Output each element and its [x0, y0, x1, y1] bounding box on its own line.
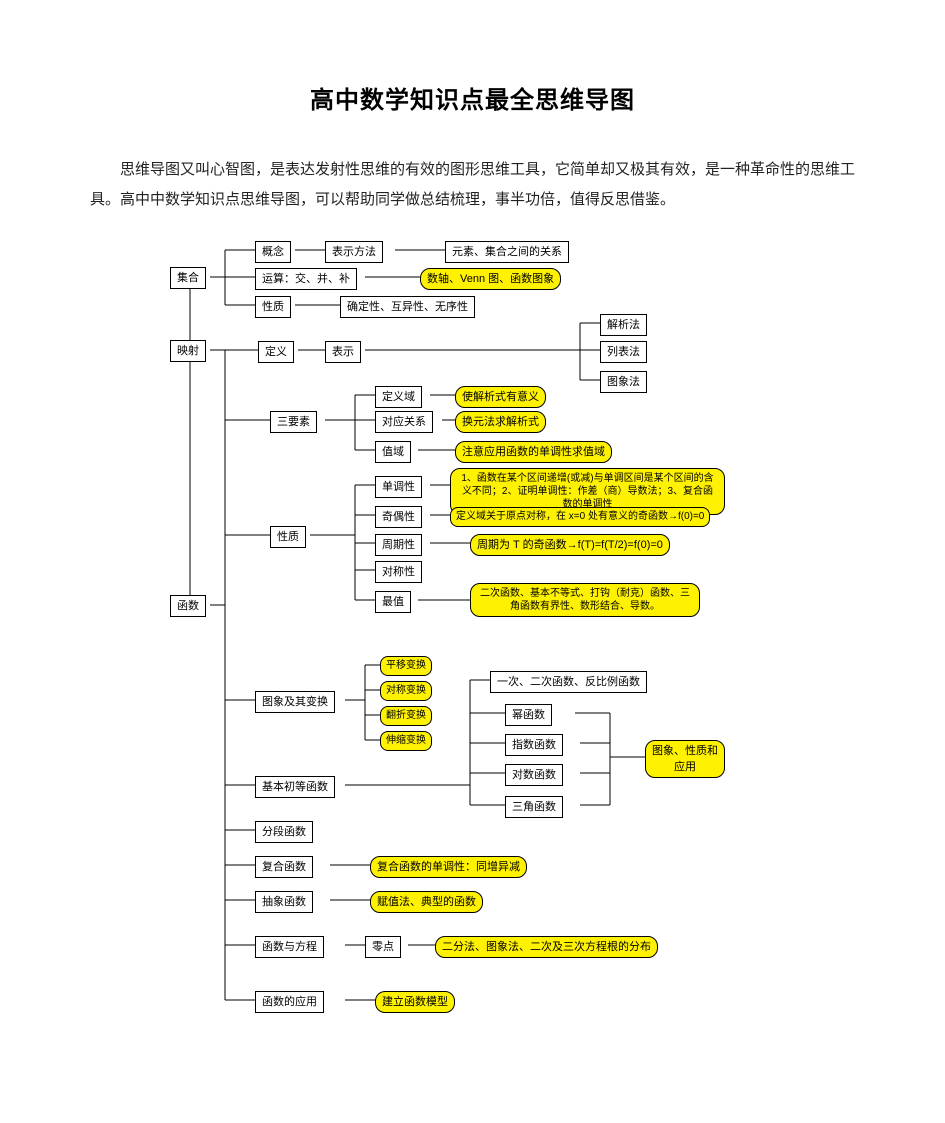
node-extremum-note: 二次函数、基本不等式、打钩（耐克）函数、三角函数有界性、数形结合、导数。: [470, 583, 700, 617]
node-three-elements: 三要素: [270, 411, 317, 433]
node-range: 值域: [375, 441, 411, 463]
node-definition: 定义: [258, 341, 294, 363]
node-graph-transform: 图象及其变换: [255, 691, 335, 713]
node-analytic: 解析法: [600, 314, 647, 336]
page-title: 高中数学知识点最全思维导图: [50, 80, 895, 115]
mindmap-diagram: 集合 概念 表示方法 元素、集合之间的关系 运算：交、并、补 数轴、Venn 图…: [170, 245, 870, 1025]
node-logarithm: 对数函数: [505, 764, 563, 786]
node-represent: 表示: [325, 341, 361, 363]
node-func-equation: 函数与方程: [255, 936, 324, 958]
node-function: 函数: [170, 595, 206, 617]
node-substitution: 换元法求解析式: [455, 411, 546, 433]
node-certainty: 确定性、互异性、无序性: [340, 296, 475, 318]
node-property1: 性质: [255, 296, 291, 318]
node-period-note: 周期为 T 的奇函数→f(T)=f(T/2)=f(0)=0: [470, 534, 670, 556]
node-stretch: 伸缩变换: [380, 731, 432, 751]
node-correspondence: 对应关系: [375, 411, 433, 433]
node-symmetry: 对称性: [375, 561, 422, 583]
node-power: 幂函数: [505, 704, 552, 726]
node-translate: 平移变换: [380, 656, 432, 676]
node-build-model: 建立函数模型: [375, 991, 455, 1013]
node-period: 周期性: [375, 534, 422, 556]
node-property2: 性质: [270, 526, 306, 548]
node-operation: 运算：交、并、补: [255, 268, 357, 290]
node-zero: 零点: [365, 936, 401, 958]
node-func-application: 函数的应用: [255, 991, 324, 1013]
node-composite: 复合函数: [255, 856, 313, 878]
node-parity-note: 定义域关于原点对称，在 x=0 处有意义的奇函数→f(0)=0: [450, 507, 710, 527]
node-number-line: 数轴、Venn 图、函数图象: [420, 268, 561, 290]
node-concept: 概念: [255, 241, 291, 263]
node-parity: 奇偶性: [375, 506, 422, 528]
node-assignment: 赋值法、典型的函数: [370, 891, 483, 913]
node-domain: 定义域: [375, 386, 422, 408]
node-element-relation: 元素、集合之间的关系: [445, 241, 569, 263]
node-extremum: 最值: [375, 591, 411, 613]
node-piecewise: 分段函数: [255, 821, 313, 843]
node-linear-quad: 一次、二次函数、反比例函数: [490, 671, 647, 693]
node-set: 集合: [170, 267, 206, 289]
node-exponential: 指数函数: [505, 734, 563, 756]
node-represent-method: 表示方法: [325, 241, 383, 263]
node-make-meaningful: 使解析式有意义: [455, 386, 546, 408]
node-composite-note: 复合函数的单调性：同增异减: [370, 856, 527, 878]
node-abstract: 抽象函数: [255, 891, 313, 913]
node-fold: 翻折变换: [380, 706, 432, 726]
node-listing: 列表法: [600, 341, 647, 363]
node-monotone-range: 注意应用函数的单调性求值域: [455, 441, 612, 463]
node-elementary: 基本初等函数: [255, 776, 335, 798]
node-reflect: 对称变换: [380, 681, 432, 701]
node-graph-method: 图象法: [600, 371, 647, 393]
node-mapping: 映射: [170, 340, 206, 362]
node-trig: 三角函数: [505, 796, 563, 818]
intro-paragraph: 思维导图又叫心智图，是表达发射性思维的有效的图形思维工具，它简单却又极其有效，是…: [90, 155, 855, 215]
node-monotone: 单调性: [375, 476, 422, 498]
node-graph-prop-app: 图象、性质和应用: [645, 740, 725, 778]
node-bisection: 二分法、图象法、二次及三次方程根的分布: [435, 936, 658, 958]
